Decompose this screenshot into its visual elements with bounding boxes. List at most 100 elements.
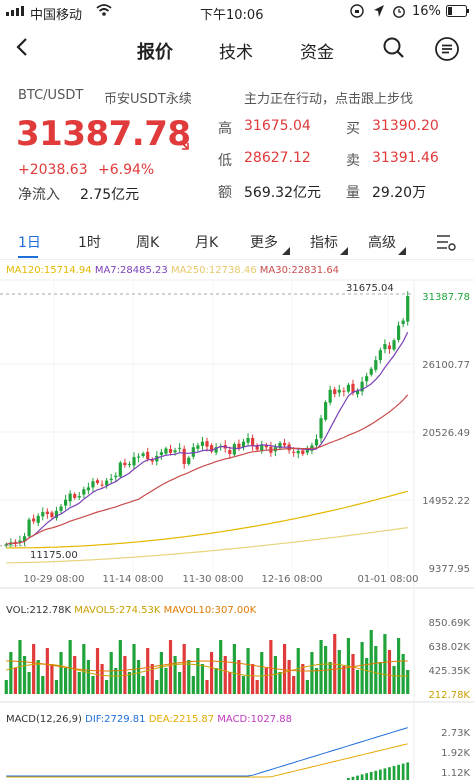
volume-bar bbox=[337, 650, 341, 694]
macd-bar bbox=[406, 762, 410, 780]
candle-body bbox=[63, 499, 68, 506]
chart-settings-icon[interactable] bbox=[436, 233, 456, 255]
volume-bar bbox=[68, 640, 72, 694]
volume-bar bbox=[223, 656, 227, 694]
candle-body bbox=[118, 462, 122, 477]
volume-bar bbox=[141, 676, 145, 694]
volume-bar bbox=[105, 680, 109, 694]
candle-body bbox=[141, 453, 145, 457]
wifi-icon bbox=[96, 3, 112, 21]
candle-body bbox=[264, 445, 268, 448]
promo-link[interactable]: 主力正在行动，点击跟上步伐 bbox=[244, 92, 414, 107]
netflow-value: 2.75亿元 bbox=[80, 187, 140, 203]
candle-body bbox=[355, 391, 360, 395]
search-icon[interactable] bbox=[382, 36, 406, 64]
period-tabbar: 1日 1时 周K 月K 更多 指标 高级 bbox=[0, 226, 474, 260]
candle-body bbox=[278, 442, 282, 449]
price-change: +2038.63 bbox=[18, 162, 88, 178]
volume-bar bbox=[127, 672, 132, 694]
candle-body bbox=[365, 376, 369, 382]
legend-ma120: MA120:15714.94 bbox=[6, 265, 92, 276]
candle-body bbox=[114, 475, 118, 478]
price-chart: 31387.78 26100.77 20526.49 14952.22 9377.95 1… bbox=[0, 279, 474, 780]
candle-body bbox=[255, 445, 259, 450]
advanced-tab[interactable]: 高级 bbox=[368, 235, 396, 251]
volume-bar bbox=[4, 680, 8, 694]
legend-dea: DEA:2215.87 bbox=[148, 714, 215, 725]
volume-bar bbox=[355, 670, 360, 694]
volume-bar bbox=[63, 668, 68, 694]
legend-ma250: MA250:12738.46 bbox=[170, 265, 257, 276]
macd-bar bbox=[378, 769, 382, 780]
status-bar: 中国移动 下午10:06 16% bbox=[0, 0, 474, 24]
volume-bar bbox=[114, 668, 118, 694]
macd-tick-label: 1.92K bbox=[441, 748, 470, 759]
volume-bar bbox=[383, 634, 387, 694]
candle-body bbox=[18, 540, 22, 543]
menu-icon[interactable] bbox=[434, 36, 460, 66]
volume-bar bbox=[269, 640, 273, 694]
candle-body bbox=[314, 439, 319, 446]
candle-body bbox=[173, 450, 177, 453]
tab-technical[interactable]: 技术 bbox=[219, 43, 253, 63]
candle-body bbox=[41, 512, 45, 517]
period-tab-more[interactable]: 更多 bbox=[250, 235, 278, 251]
battery-icon bbox=[446, 5, 470, 21]
volume-bar bbox=[36, 660, 40, 694]
tab-funds[interactable]: 资金 bbox=[300, 43, 334, 63]
top-nav: 报价 技术 资金 bbox=[0, 26, 474, 70]
tab-quote[interactable]: 报价 bbox=[137, 42, 173, 63]
ma250-line bbox=[6, 527, 408, 564]
lock-rotation-icon bbox=[350, 4, 364, 22]
amount-label: 额 bbox=[218, 185, 232, 201]
candle-body bbox=[200, 441, 205, 446]
x-tick-label: 11-30 08:00 bbox=[182, 574, 243, 585]
candle-body bbox=[241, 441, 246, 447]
macd-bar bbox=[392, 766, 396, 780]
period-tab-month[interactable]: 月K bbox=[195, 235, 219, 251]
candle-body bbox=[132, 457, 136, 466]
legend-dif: DIF:2729.81 bbox=[85, 714, 146, 725]
candle-body bbox=[146, 451, 150, 459]
candle-body bbox=[50, 512, 54, 518]
volume-bar bbox=[369, 630, 373, 694]
candle-body bbox=[100, 484, 104, 486]
candle-body bbox=[150, 459, 154, 462]
low-value: 28627.12 bbox=[244, 150, 311, 166]
candle-body bbox=[296, 450, 300, 454]
volume-bar bbox=[396, 638, 401, 694]
volume-bar bbox=[9, 652, 13, 694]
volume-bar bbox=[22, 656, 27, 694]
candle-body bbox=[22, 536, 27, 542]
candle-body bbox=[387, 345, 392, 349]
indicator-tab[interactable]: 指标 bbox=[310, 235, 338, 251]
legend-macd-label: MACD(12,26,9) bbox=[6, 714, 82, 725]
macd-bar bbox=[356, 775, 359, 780]
back-icon[interactable] bbox=[14, 36, 30, 62]
candle-body bbox=[191, 447, 195, 457]
macd-tick-label: 2.73K bbox=[441, 728, 470, 739]
volume-bar bbox=[27, 672, 31, 694]
period-tab-1d[interactable]: 1日 bbox=[18, 235, 41, 251]
candle-body bbox=[54, 510, 59, 519]
y-tick-label: 31387.78 bbox=[422, 292, 470, 303]
battery-percent: 16% bbox=[412, 4, 441, 19]
period-tab-week[interactable]: 周K bbox=[136, 235, 160, 251]
y-tick-label: 20526.49 bbox=[422, 428, 470, 439]
active-tab-indicator bbox=[18, 256, 38, 258]
volume-bar bbox=[305, 680, 309, 694]
volume-bar bbox=[273, 656, 278, 694]
candle-body bbox=[396, 325, 401, 340]
volume-bar bbox=[237, 660, 241, 694]
chart-area[interactable]: MA120:15714.94 MA7:28485.23 MA250:12738.… bbox=[0, 262, 474, 780]
candle-body bbox=[401, 320, 405, 325]
macd-bar bbox=[365, 773, 369, 780]
candle-body bbox=[178, 447, 182, 449]
candle-body bbox=[301, 450, 305, 455]
candle-body bbox=[228, 449, 232, 455]
period-tab-1h[interactable]: 1时 bbox=[78, 235, 101, 251]
candle-body bbox=[324, 402, 328, 420]
macd-bar bbox=[374, 770, 378, 780]
bid-label: 买 bbox=[346, 121, 360, 137]
volume-bar bbox=[73, 656, 77, 694]
